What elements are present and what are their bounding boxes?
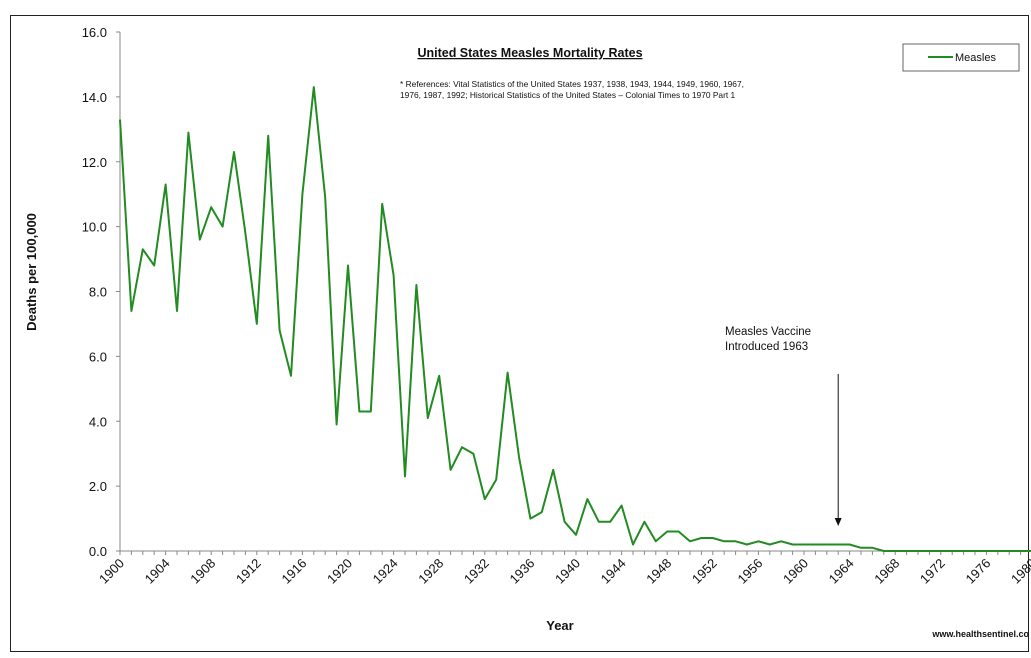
legend-box (902, 43, 1020, 72)
x-tick-label: 1904 (142, 556, 173, 587)
x-tick-label: 1948 (643, 556, 674, 587)
x-tick-label: 1936 (506, 556, 537, 587)
x-tick-label: 1912 (233, 556, 264, 587)
y-tick-label: 6.0 (89, 349, 107, 364)
x-tick-label: 1972 (917, 556, 948, 587)
annotation-line-1: Measles Vaccine (725, 326, 811, 338)
x-tick-label: 1976 (962, 556, 993, 587)
references-line-1: * References: Vital Statistics of the Un… (400, 79, 744, 89)
x-tick-label: 1928 (415, 556, 446, 587)
chart-title: United States Measles Mortality Rates (417, 46, 642, 60)
y-axis-title: Deaths per 100,000 (24, 213, 39, 331)
x-tick-label: 1924 (370, 556, 401, 587)
y-tick-label: 14.0 (82, 90, 107, 105)
x-axis-ticks: 1900 1904 1908 1912 1916 1920 1924 1928 1932 1936… (96, 551, 1031, 587)
annotation-line-2: Introduced 1963 (725, 341, 808, 353)
vaccine-annotation: Measles Vaccine Introduced 1963 (725, 326, 842, 526)
x-tick-label: 1916 (278, 556, 309, 587)
y-tick-label: 8.0 (89, 285, 107, 300)
x-axis-title: Year (546, 618, 573, 633)
x-tick-label: 1932 (461, 556, 492, 587)
legend-label-measles: Measles (955, 52, 996, 64)
references-line-2: 1976, 1987, 1992; Historical Statistics … (400, 90, 736, 100)
x-tick-label: 1920 (324, 556, 355, 587)
x-tick-label: 1952 (689, 556, 720, 587)
y-tick-label: 4.0 (89, 414, 107, 429)
legend: Measles (902, 43, 1020, 72)
x-tick-label: 1944 (598, 556, 629, 587)
credit-text: www.healthsentinel.co (931, 629, 1029, 639)
y-tick-label: 10.0 (82, 220, 107, 235)
annotation-arrowhead (834, 518, 842, 526)
x-tick-label: 1956 (734, 556, 765, 587)
y-axis-ticks: 0.0 2.0 4.0 6.0 8.0 10.0 12.0 14.0 16.0 (82, 25, 120, 559)
series-layer (119, 86, 1031, 552)
y-tick-label: 12.0 (82, 155, 107, 170)
chart-frame (10, 15, 1029, 652)
y-tick-label: 16.0 (82, 25, 107, 40)
x-tick-label: 1960 (780, 556, 811, 587)
x-tick-label: 1980 (1008, 556, 1031, 587)
series-line-measles (119, 86, 1031, 552)
x-tick-label: 1940 (552, 556, 583, 587)
x-tick-label: 1900 (96, 556, 127, 587)
x-tick-label: 1968 (871, 556, 902, 587)
x-tick-label: 1964 (826, 556, 857, 587)
y-tick-label: 0.0 (89, 544, 107, 559)
x-tick-label: 1908 (187, 556, 218, 587)
y-tick-label: 2.0 (89, 479, 107, 494)
